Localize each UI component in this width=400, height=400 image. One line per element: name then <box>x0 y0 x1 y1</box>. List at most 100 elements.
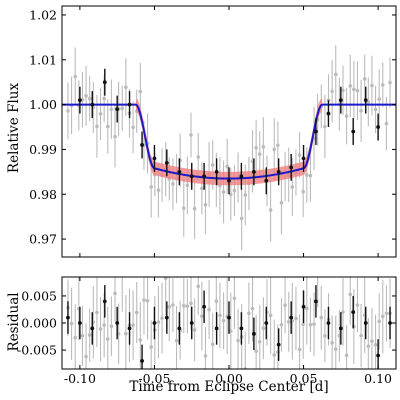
raw-point <box>355 88 360 93</box>
raw-point <box>286 320 291 324</box>
raw-point <box>305 173 309 177</box>
binned-point <box>252 331 256 336</box>
raw-point <box>203 202 208 207</box>
raw-point <box>203 354 208 358</box>
raw-point <box>181 303 186 308</box>
binned-point <box>239 174 244 179</box>
y-tick-label: -0.005 <box>17 343 57 358</box>
y-tick-label: 0.005 <box>21 288 57 303</box>
binned-point <box>77 98 82 103</box>
raw-point <box>268 313 273 318</box>
raw-point <box>113 291 117 296</box>
x-tick-label: 0.05 <box>290 371 318 386</box>
y-tick-label: 1.01 <box>29 52 57 67</box>
raw-point <box>120 106 125 110</box>
raw-point <box>163 277 168 281</box>
raw-point <box>257 152 262 156</box>
raw-point <box>384 121 389 126</box>
binned-point <box>102 80 107 85</box>
raw-point <box>362 77 367 81</box>
raw-point <box>319 316 324 320</box>
binned-point <box>90 102 95 107</box>
raw-point <box>308 173 313 178</box>
raw-point <box>279 200 284 205</box>
binned-point <box>140 358 144 363</box>
raw-point <box>160 316 164 320</box>
raw-point <box>210 342 215 347</box>
raw-point <box>380 314 385 319</box>
binned-point <box>252 169 256 174</box>
binned-point <box>363 321 368 325</box>
raw-point <box>247 311 251 316</box>
raw-point <box>167 304 172 309</box>
raw-point <box>69 321 74 326</box>
binned-point <box>189 321 194 325</box>
binned-point <box>227 315 231 320</box>
raw-point <box>102 323 106 327</box>
raw-point <box>120 271 124 275</box>
binned-point <box>214 326 219 331</box>
raw-point <box>348 84 353 88</box>
raw-point <box>268 208 273 212</box>
raw-point <box>131 323 135 327</box>
binned-point <box>127 326 132 331</box>
raw-point <box>87 96 92 101</box>
raw-point <box>261 326 266 330</box>
binned-point <box>264 321 269 325</box>
raw-point <box>250 306 255 311</box>
residual-ylabel: Residual <box>6 292 22 351</box>
raw-point <box>174 338 179 343</box>
raw-point <box>243 193 248 197</box>
y-tick-label: 0.98 <box>29 187 57 202</box>
raw-point <box>218 313 222 318</box>
binned-point <box>202 174 206 179</box>
raw-point <box>232 188 237 193</box>
raw-point <box>294 316 298 321</box>
raw-point <box>142 298 146 302</box>
y-tick-label: 1.00 <box>29 97 57 112</box>
raw-point <box>316 273 320 277</box>
x-tick-label: -0.05 <box>138 371 170 386</box>
raw-point <box>73 335 78 340</box>
plot-area <box>62 45 396 251</box>
raw-point <box>330 89 334 94</box>
binned-point <box>264 178 269 183</box>
raw-point <box>105 337 110 341</box>
raw-point <box>84 354 88 359</box>
binned-point <box>127 102 132 107</box>
raw-point <box>344 353 349 358</box>
raw-point <box>134 310 139 315</box>
binned-point <box>177 326 182 331</box>
raw-point <box>102 96 106 101</box>
raw-point <box>239 216 244 221</box>
binned-point <box>376 125 381 129</box>
y-tick-label: 0.99 <box>29 142 57 157</box>
x-axis-label: Time from Eclipse Center [d] <box>129 379 328 395</box>
raw-point <box>330 341 334 345</box>
binned-point <box>338 98 343 103</box>
raw-point <box>138 89 143 94</box>
raw-point <box>388 80 392 85</box>
panel-frame <box>61 5 397 258</box>
raw-point <box>210 163 215 167</box>
raw-point <box>200 186 204 191</box>
light-curve-ylabel: Relative Flux <box>6 83 22 174</box>
binned-point <box>376 353 381 358</box>
raw-point <box>355 303 360 307</box>
binned-point <box>276 342 281 347</box>
raw-point <box>323 124 327 129</box>
raw-point <box>380 83 385 87</box>
binned-point <box>351 129 356 134</box>
raw-point <box>333 72 338 77</box>
y-tick-label: 0.000 <box>21 316 57 331</box>
raw-point <box>214 299 219 303</box>
raw-point <box>95 124 99 129</box>
raw-point <box>156 188 161 192</box>
raw-point <box>377 97 381 101</box>
raw-point <box>377 319 381 324</box>
binned-point <box>66 315 70 320</box>
raw-point <box>221 318 226 323</box>
raw-point <box>254 349 258 354</box>
binned-point <box>314 299 318 304</box>
light-curve-panel: 0.97 0.98 0.99 1.00 1.01 1.02 <box>29 5 397 258</box>
